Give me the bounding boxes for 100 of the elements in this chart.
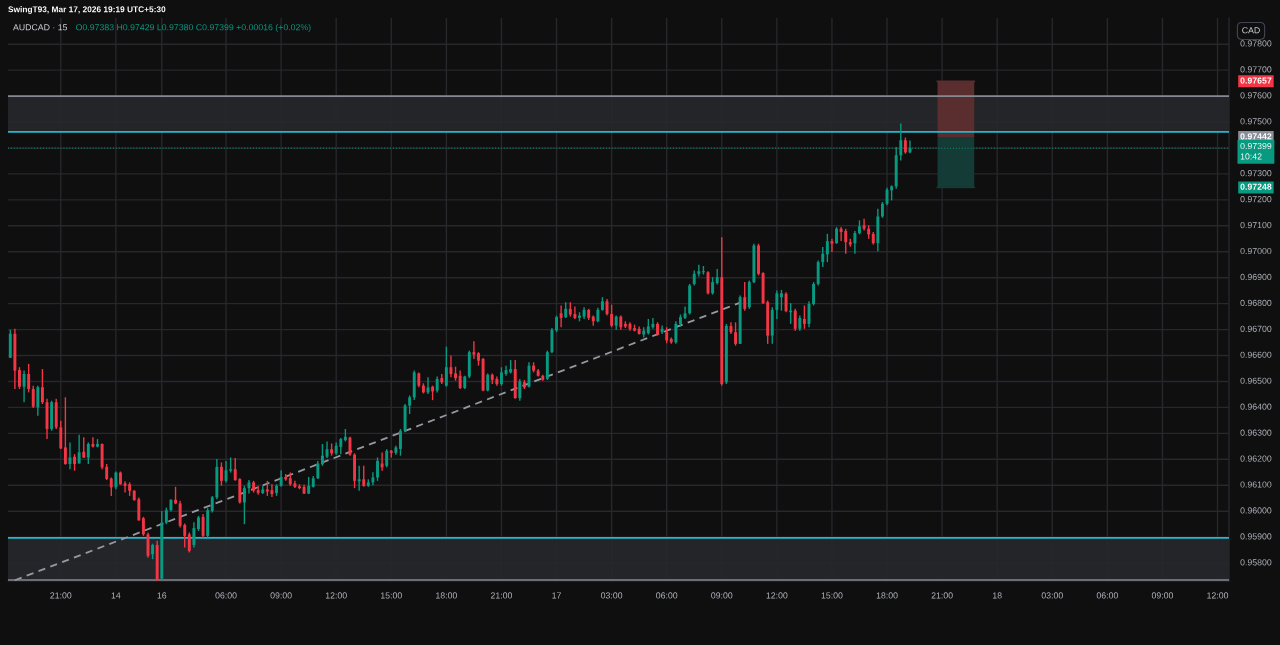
- candlestick: [408, 394, 412, 415]
- x-tick-label: 18:00: [436, 592, 457, 599]
- candlestick: [793, 308, 797, 332]
- candlestick: [651, 317, 655, 330]
- candlestick: [825, 233, 829, 263]
- candlestick: [839, 226, 843, 242]
- candlestick: [555, 314, 558, 333]
- candlestick: [270, 483, 274, 498]
- candlestick: [380, 451, 384, 472]
- y-tick-label: 0.97300: [1240, 170, 1272, 177]
- x-tick-label: 09:00: [711, 592, 733, 599]
- candlestick: [472, 340, 476, 360]
- candlestick: [219, 461, 223, 487]
- y-tick-label: 0.96100: [1240, 481, 1272, 488]
- y-tick-label: 0.96300: [1240, 429, 1272, 436]
- candlestick: [550, 327, 554, 354]
- candlestick: [697, 264, 701, 278]
- candlestick: [844, 227, 848, 255]
- y-tick-label: 0.95800: [1240, 559, 1272, 566]
- x-tick-label: 14: [111, 592, 121, 599]
- candlestick: [96, 438, 99, 449]
- y-tick-label: 0.95900: [1240, 533, 1272, 540]
- candlestick: [399, 428, 402, 457]
- candlestick: [830, 238, 834, 253]
- x-tick-label: 09:00: [270, 592, 292, 599]
- candlestick: [224, 460, 228, 484]
- candlestick: [656, 321, 659, 337]
- candlestick: [100, 442, 104, 470]
- candlestick: [858, 219, 861, 236]
- candlestick: [123, 480, 127, 494]
- ref-line-label: 0.97399 10:42: [1240, 142, 1272, 160]
- candlestick: [275, 483, 278, 497]
- candlestick: [91, 436, 95, 449]
- candlestick: [477, 351, 480, 367]
- text: AUDCAD · 15: [13, 24, 68, 31]
- x-tick-label: 12:00: [766, 592, 788, 599]
- x-tick-label: 06:00: [1096, 592, 1118, 599]
- x-tick-label: 21:00: [931, 592, 953, 599]
- candlestick: [779, 289, 783, 312]
- candlestick: [109, 476, 113, 497]
- candlestick: [775, 289, 779, 320]
- y-tick-label: 0.96900: [1240, 273, 1272, 281]
- y-tick-label: 0.97657: [1240, 77, 1272, 84]
- candlestick: [320, 443, 324, 467]
- x-tick-label: 16: [157, 592, 167, 599]
- candlestick: [59, 419, 63, 450]
- candlestick: [835, 226, 838, 245]
- y-tick-label: 0.96700: [1240, 325, 1272, 332]
- candlestick: [660, 324, 664, 335]
- x-tick-label: 15:00: [821, 592, 843, 599]
- candlestick: [22, 369, 26, 403]
- y-tick-label: 0.97100: [1240, 221, 1272, 229]
- candlestick: [743, 281, 747, 312]
- candlestick: [31, 384, 35, 409]
- candlestick: [559, 304, 563, 328]
- candlestick: [316, 460, 320, 480]
- candlestick: [357, 465, 361, 492]
- x-tick-label: 21:00: [50, 592, 72, 599]
- candlestick: [499, 366, 503, 387]
- candlestick: [802, 304, 806, 330]
- candlestick: [27, 363, 31, 394]
- candlestick: [674, 320, 678, 345]
- candlestick: [458, 369, 462, 390]
- candlestick: [784, 291, 788, 313]
- y-tick-label: 0.96600: [1240, 351, 1272, 358]
- x-tick-label: 06:00: [656, 592, 678, 599]
- candlestick: [518, 378, 522, 402]
- candlestick: [242, 485, 246, 525]
- candlestick: [610, 303, 614, 328]
- chart-title: SwingT93, Mar 17, 2026 19:19 UTC+5:30: [8, 6, 166, 14]
- candlestick: [734, 321, 738, 347]
- y-tick-label: 0.96800: [1240, 299, 1272, 306]
- candlestick: [757, 243, 760, 277]
- y-tick-label: 0.97600: [1240, 92, 1272, 99]
- y-axis-title: CAD: [1242, 27, 1260, 34]
- x-tick-label: 18:00: [876, 592, 898, 599]
- x-tick-label: 06:00: [215, 592, 237, 599]
- candlestick: [197, 515, 200, 532]
- x-tick-label: 17: [552, 592, 561, 599]
- y-tick-label: 0.97000: [1240, 247, 1272, 255]
- y-tick-label: 0.97248: [1240, 183, 1272, 190]
- y-tick-label: 0.96200: [1240, 455, 1272, 462]
- candlestick: [362, 465, 366, 488]
- candlestick: [40, 368, 44, 405]
- candlestick: [68, 441, 72, 470]
- candlestick: [118, 470, 122, 486]
- candlestick: [77, 433, 81, 465]
- candlestick: [821, 246, 825, 268]
- candlestick: [853, 230, 857, 255]
- candlestick: [816, 259, 820, 287]
- candlestick: [449, 354, 453, 379]
- candlestick: [63, 396, 67, 466]
- x-tick-label: 18: [992, 592, 1002, 599]
- candlestick: [679, 313, 682, 328]
- candlestick: [86, 441, 90, 465]
- y-tick-label: 0.96000: [1240, 507, 1272, 514]
- candlestick: [454, 366, 458, 382]
- y-tick-label: 0.97700: [1240, 66, 1272, 73]
- candlestick: [444, 346, 448, 388]
- candlestick: [256, 485, 260, 496]
